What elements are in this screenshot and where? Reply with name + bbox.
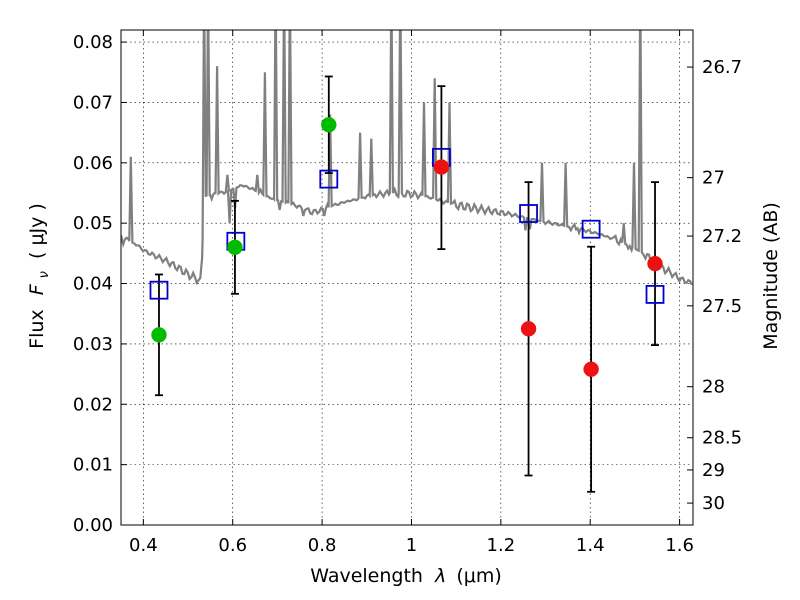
observed-point — [433, 159, 450, 175]
x-axis-label: Wavelength — [310, 565, 423, 587]
y2-tick-label: 26.7 — [702, 57, 742, 78]
model-square — [319, 169, 339, 189]
observed-point — [583, 361, 599, 378]
y2-tick-label: 28.5 — [702, 428, 742, 449]
model-square — [149, 280, 169, 300]
x-axis-title: Wavelength λ (μm) — [310, 565, 501, 587]
grid — [121, 30, 693, 526]
error-bars — [154, 75, 660, 493]
x-tick-label: 1.4 — [576, 535, 605, 556]
model-spectrum — [121, 30, 693, 286]
observed-point — [227, 239, 243, 256]
x-axis-ticks: 0.4 0.6 0.8 1 1.2 1.4 1.6 — [129, 30, 694, 556]
model-points — [149, 147, 665, 304]
x-axis-symbol: λ — [434, 565, 446, 587]
observed-point — [520, 321, 537, 337]
y2-axis-ticks: 26.7 27 27.2 27.5 28 28.5 29 30 — [687, 57, 742, 514]
y-axis-symbol: F — [26, 283, 48, 295]
plot-frame — [120, 29, 694, 526]
y-tick-label: 0.03 — [73, 334, 113, 355]
y2-tick-label: 28 — [702, 377, 725, 398]
x-tick-label: 1.2 — [487, 535, 516, 556]
y-tick-label: 0.08 — [73, 32, 113, 53]
y-axis-subscript: ν — [37, 271, 52, 278]
y-tick-label: 0.04 — [73, 274, 113, 295]
y2-tick-label: 27.2 — [702, 226, 742, 247]
y-tick-label: 0.06 — [73, 153, 113, 174]
spectrum-line — [121, 30, 693, 286]
y-tick-label: 0.02 — [73, 394, 113, 415]
x-tick-label: 1 — [406, 535, 417, 556]
y-tick-label: 0.00 — [73, 515, 113, 536]
x-tick-label: 1.6 — [665, 535, 694, 556]
y-axis-title: Flux F ν ( μJy ) — [26, 203, 53, 349]
observed-points — [151, 117, 663, 378]
y2-tick-label: 27 — [702, 168, 725, 189]
y-axis-ticks: 0.00 0.01 0.02 0.03 0.04 0.05 0.06 0.07 0.08 — [73, 32, 127, 536]
y2-tick-label: 27.5 — [702, 296, 742, 317]
observed-point — [647, 255, 663, 272]
observed-point — [321, 117, 337, 133]
observed-point — [151, 327, 167, 343]
model-square — [581, 219, 601, 239]
x-axis-unit: (μm) — [456, 565, 501, 587]
model-square — [645, 285, 665, 304]
y2-tick-label: 30 — [702, 493, 725, 514]
y-tick-label: 0.05 — [73, 213, 113, 234]
y-tick-label: 0.07 — [73, 92, 113, 113]
x-tick-label: 0.4 — [129, 535, 158, 556]
x-tick-label: 0.6 — [218, 535, 247, 556]
model-square — [519, 204, 538, 223]
y-axis-unit: ( μJy ) — [26, 203, 48, 259]
y2-tick-label: 29 — [702, 460, 725, 481]
y-tick-label: 0.01 — [73, 455, 113, 476]
y-axis-label: Flux — [26, 309, 48, 349]
y2-axis-title: Magnitude (AB) — [760, 202, 782, 350]
x-tick-label: 0.8 — [308, 535, 337, 556]
